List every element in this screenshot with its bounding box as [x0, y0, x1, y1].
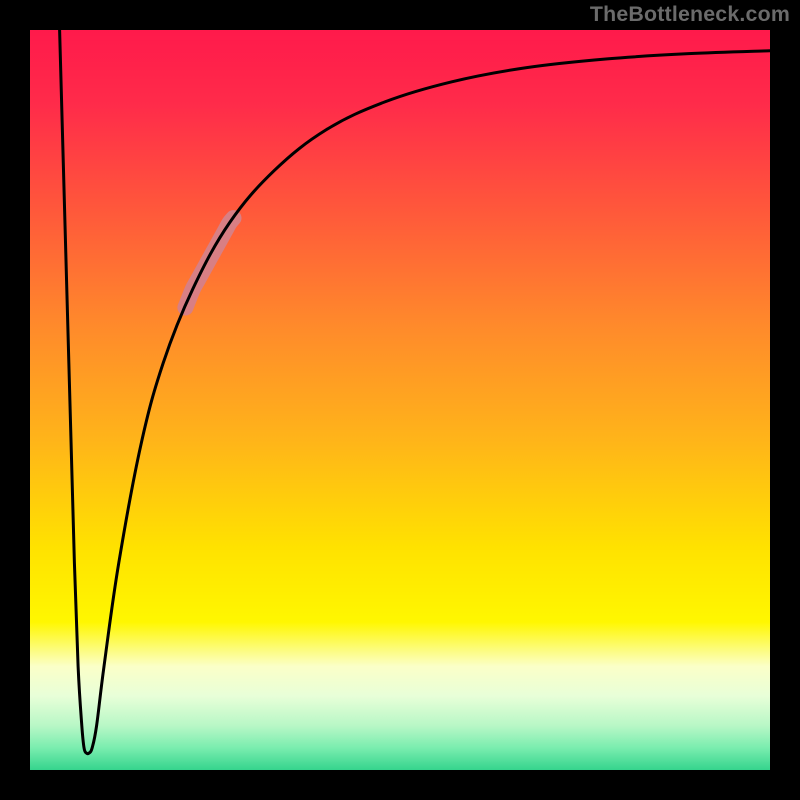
watermark-text: TheBottleneck.com — [590, 2, 790, 27]
chart-svg — [0, 0, 800, 800]
plot-background — [30, 30, 770, 770]
chart-stage: TheBottleneck.com — [0, 0, 800, 800]
